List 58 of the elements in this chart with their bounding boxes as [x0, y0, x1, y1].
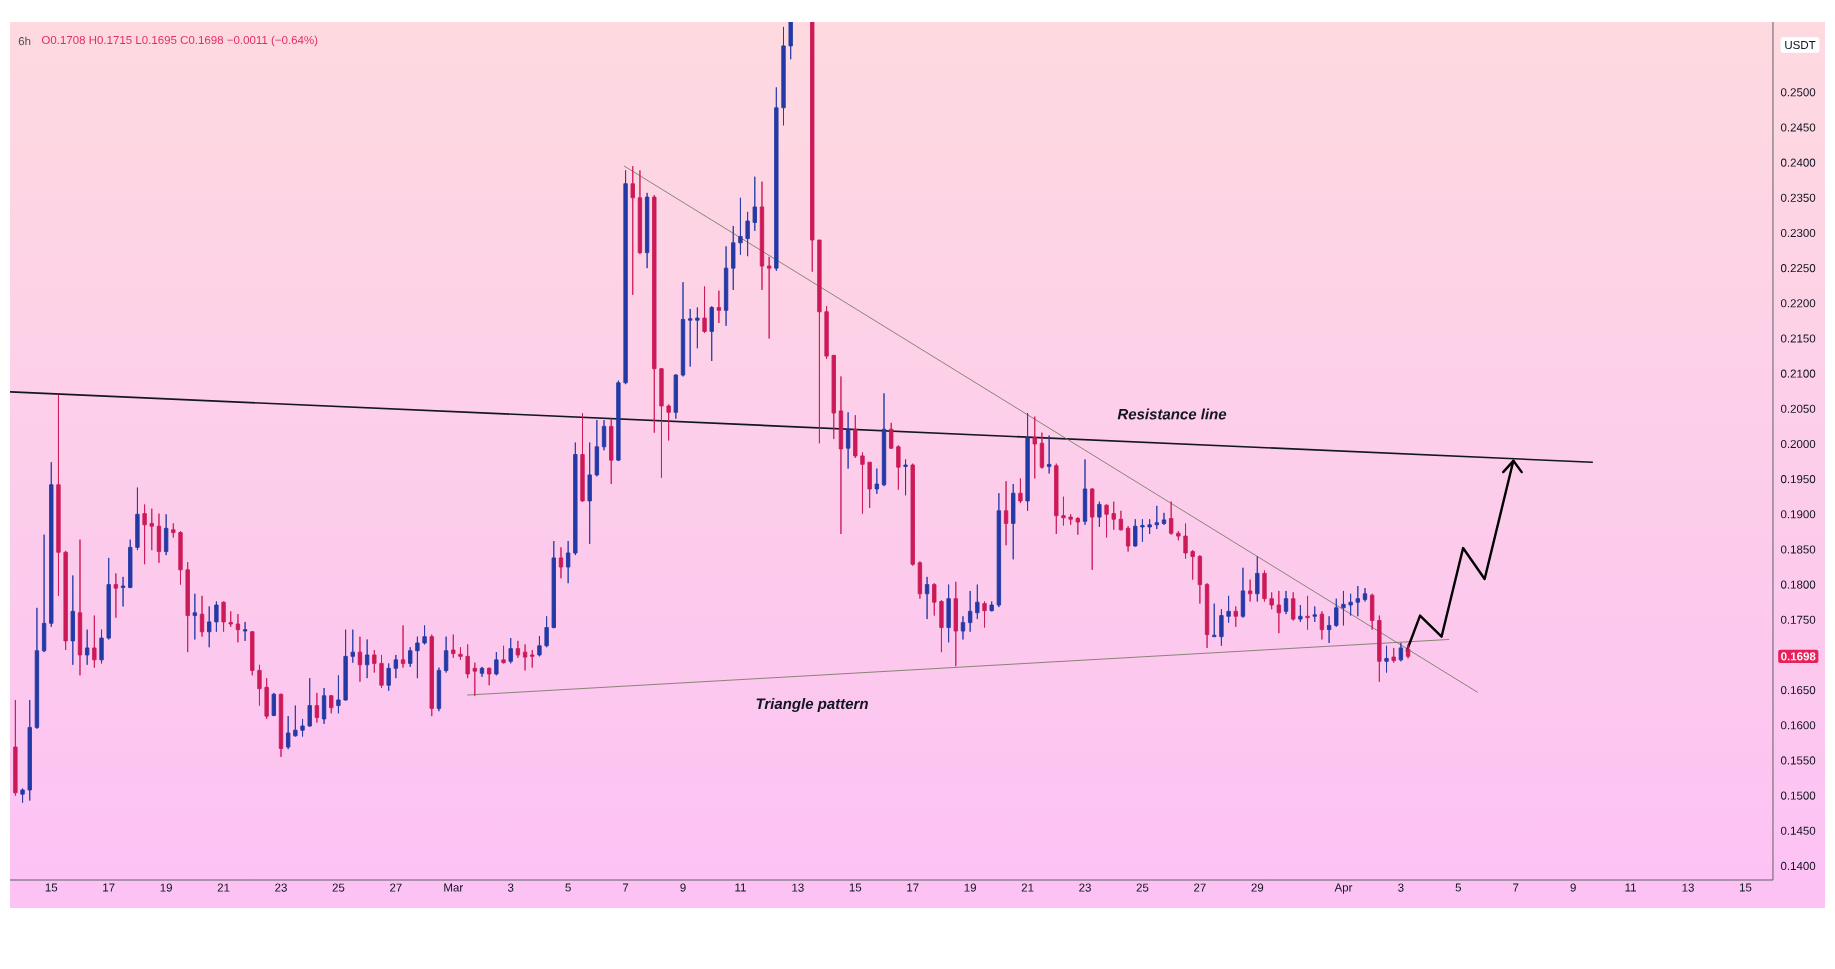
x-tick-label: 29 [1251, 883, 1264, 892]
x-tick-label: 15 [1739, 883, 1752, 892]
y-axis-title: USDT [1785, 40, 1816, 50]
y-tick-label: 0.1750 [1780, 615, 1816, 624]
text: 0.1698 [1781, 652, 1816, 661]
x-tick-label: 17 [907, 883, 919, 892]
y-tick-label: 0.1500 [1780, 791, 1816, 800]
x-tick-label: 13 [1682, 883, 1694, 892]
x-tick-label: 15 [45, 883, 58, 892]
annotation: Resistance line [1117, 408, 1227, 420]
y-tick-label: 0.1400 [1780, 861, 1816, 870]
annotation: Triangle pattern [756, 698, 868, 712]
y-tick-label: 0.2200 [1780, 299, 1816, 308]
x-tick-label: 27 [1194, 883, 1206, 892]
y-tick-label: 0.1600 [1780, 721, 1816, 730]
y-tick-label: 0.2400 [1780, 158, 1816, 167]
y-tick-label: 0.1450 [1780, 826, 1816, 835]
x-tick-label: 5 [565, 883, 571, 892]
x-tick-label: 25 [332, 883, 345, 892]
y-tick-label: 0.1650 [1780, 686, 1816, 695]
y-tick-label: 0.2050 [1780, 404, 1816, 413]
x-tick-label: 7 [1513, 883, 1519, 892]
x-tick-label: 13 [792, 883, 804, 892]
x-tick-label: 7 [622, 883, 629, 892]
x-tick-label: 3 [1398, 883, 1404, 892]
y-tick-label: 0.2350 [1780, 193, 1816, 202]
y-tick-label: 0.2000 [1780, 439, 1816, 449]
y-tick-label: 0.1800 [1780, 580, 1816, 589]
y-tick-label: 0.2300 [1780, 228, 1816, 238]
y-tick-label: 0.1900 [1780, 510, 1816, 519]
x-tick-label: Apr [1334, 883, 1353, 894]
y-tick-label: 0.2250 [1780, 264, 1816, 273]
x-tick-label: 9 [680, 883, 686, 892]
y-tick-label: 0.1550 [1780, 756, 1816, 765]
x-tick-label: 19 [964, 883, 976, 892]
x-tick-label: 11 [735, 883, 746, 892]
x-tick-label: 3 [507, 883, 514, 892]
x-tick-label: 9 [1570, 883, 1576, 892]
x-tick-label: 23 [275, 883, 287, 892]
x-tick-label: 23 [1079, 883, 1091, 892]
text: 6h [18, 36, 31, 46]
y-tick-label: 0.1950 [1780, 475, 1816, 484]
x-tick-label: 27 [390, 883, 402, 892]
x-tick-label: 19 [160, 883, 172, 892]
x-tick-label: 21 [1021, 883, 1034, 892]
y-tick-label: 0.2150 [1780, 334, 1816, 343]
x-tick-label: Mar [444, 883, 463, 892]
x-tick-label: 21 [217, 883, 230, 892]
x-tick-label: 5 [1455, 883, 1462, 892]
x-tick-label: 25 [1136, 883, 1149, 892]
y-tick-label: 0.1850 [1780, 545, 1816, 554]
y-tick-label: 0.2100 [1780, 369, 1816, 378]
y-tick-label: 0.2450 [1780, 123, 1816, 132]
text: O0.1708 H0.1715 L0.1695 C0.1698 −0.0011 (−0.64%) [41, 35, 318, 47]
y-tick-label: 0.2500 [1780, 88, 1816, 97]
x-tick-label: 17 [103, 883, 115, 892]
x-tick-label: 11 [1625, 883, 1637, 892]
x-tick-label: 15 [849, 883, 862, 892]
